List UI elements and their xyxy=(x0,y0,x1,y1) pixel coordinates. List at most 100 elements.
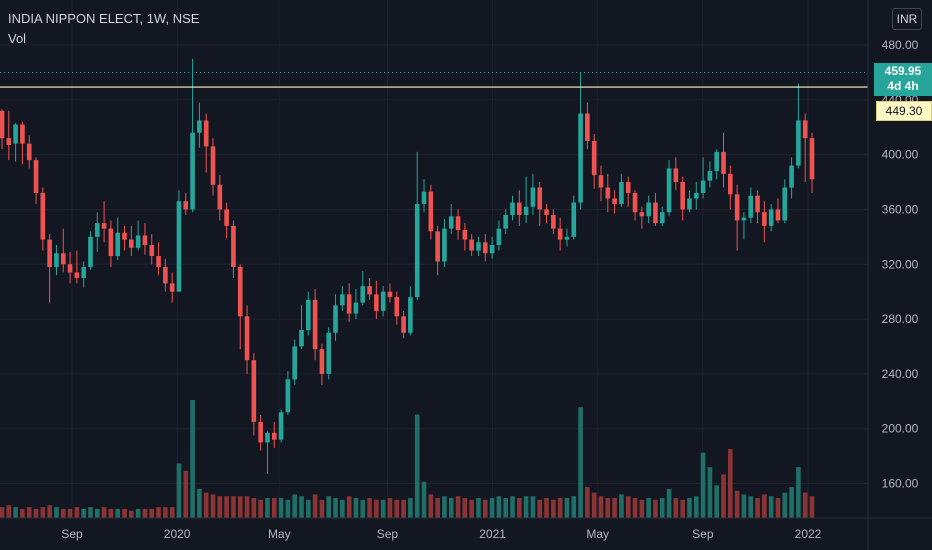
x-tick-label: May xyxy=(268,527,291,541)
volume-bar xyxy=(762,494,767,518)
candle-body xyxy=(625,182,631,193)
candle-body xyxy=(557,228,563,240)
x-tick-label: Sep xyxy=(61,527,83,541)
candle-body xyxy=(251,360,257,422)
volume-bar xyxy=(591,492,597,518)
candle-body xyxy=(809,138,815,180)
candle-body xyxy=(748,195,754,218)
volume-bar xyxy=(571,496,577,518)
candle-body xyxy=(489,245,495,254)
candle-body xyxy=(176,201,182,292)
currency-badge[interactable]: INR xyxy=(892,8,922,30)
candle-body xyxy=(88,236,93,267)
candle-body xyxy=(142,235,148,246)
candle-body xyxy=(305,299,311,331)
volume-bar xyxy=(741,494,747,518)
candle-body xyxy=(299,330,304,347)
candle-body xyxy=(612,198,617,204)
candle-body xyxy=(659,212,665,224)
volume-bar xyxy=(442,496,447,518)
volume-bar xyxy=(88,507,93,518)
volume-label[interactable]: Vol xyxy=(8,31,27,46)
volume-bar xyxy=(680,499,685,518)
candle-body xyxy=(237,266,243,317)
x-tick-label: Sep xyxy=(377,527,399,541)
candle-body xyxy=(428,191,434,232)
candle-body xyxy=(544,209,549,215)
volume-bar xyxy=(60,508,66,518)
volume-bar xyxy=(748,496,754,518)
candle-body xyxy=(782,187,788,221)
volume-bar xyxy=(523,496,529,518)
volume-bar xyxy=(74,507,80,518)
volume-bar xyxy=(305,499,311,518)
volume-bar xyxy=(108,508,114,518)
candle-body xyxy=(666,168,672,213)
candle-body xyxy=(734,194,740,221)
volume-bar xyxy=(482,499,488,518)
candle-body xyxy=(81,266,86,278)
volume-bar xyxy=(340,499,345,518)
volume-bar xyxy=(782,492,788,518)
candle-body xyxy=(374,294,379,311)
candle-body xyxy=(149,245,155,257)
x-tick-label: May xyxy=(586,527,609,541)
y-tick-label: 200.00 xyxy=(882,422,919,436)
volume-bar xyxy=(0,507,5,518)
x-tick-label: 2020 xyxy=(164,527,191,541)
volume-bar xyxy=(653,499,658,518)
candle-body xyxy=(421,191,427,204)
y-tick-label: 160.00 xyxy=(882,477,919,491)
candle-body xyxy=(101,223,107,229)
volume-bar xyxy=(605,498,611,518)
candle-body xyxy=(312,299,318,350)
volume-bar xyxy=(33,508,39,518)
candle-body xyxy=(129,239,134,248)
candle-body xyxy=(26,143,32,161)
chart-legend: INDIA NIPPON ELECT, 1W, NSE Vol xyxy=(8,9,199,49)
volume-bar xyxy=(394,499,400,518)
candle-body xyxy=(387,291,393,298)
candle-body xyxy=(244,316,250,361)
volume-bar xyxy=(639,499,645,518)
volume-bar xyxy=(489,498,495,518)
last-price-tag: 459.95 4d 4h xyxy=(874,63,932,96)
x-tick-label: 2021 xyxy=(479,527,506,541)
candle-body xyxy=(333,305,338,333)
volume-bar xyxy=(564,498,570,518)
volume-bar xyxy=(210,494,216,518)
volume-bar xyxy=(775,498,781,518)
volume-bar xyxy=(292,494,298,518)
candle-body xyxy=(163,266,168,284)
candle-body xyxy=(462,229,468,240)
candle-body xyxy=(394,297,400,317)
volume-bar xyxy=(619,494,624,518)
candle-body xyxy=(108,228,114,257)
volume-bar xyxy=(734,490,740,518)
candle-body xyxy=(455,216,461,230)
volume-bar xyxy=(537,499,543,518)
volume-bar xyxy=(503,498,509,518)
symbol-title[interactable]: INDIA NIPPON ELECT, 1W, NSE xyxy=(8,11,200,26)
y-tick-label: 400.00 xyxy=(882,148,919,162)
candle-body xyxy=(632,192,638,213)
candle-body xyxy=(714,151,720,172)
volume-bar xyxy=(387,498,393,518)
volume-bar xyxy=(237,496,243,518)
candle-body xyxy=(516,202,522,215)
volume-bar xyxy=(578,407,583,518)
volume-bar xyxy=(129,510,134,518)
volume-bar xyxy=(408,498,413,518)
volume-bar xyxy=(353,498,359,518)
candle-body xyxy=(210,146,216,185)
volume-bar xyxy=(13,507,18,518)
volume-bar xyxy=(625,496,631,518)
volume-bar xyxy=(360,499,366,518)
candle-body xyxy=(802,120,808,139)
volume-bar xyxy=(462,498,468,518)
candle-body xyxy=(476,242,481,251)
volume-bar xyxy=(551,499,556,518)
candle-body xyxy=(435,231,440,262)
volume-bar xyxy=(700,452,706,518)
